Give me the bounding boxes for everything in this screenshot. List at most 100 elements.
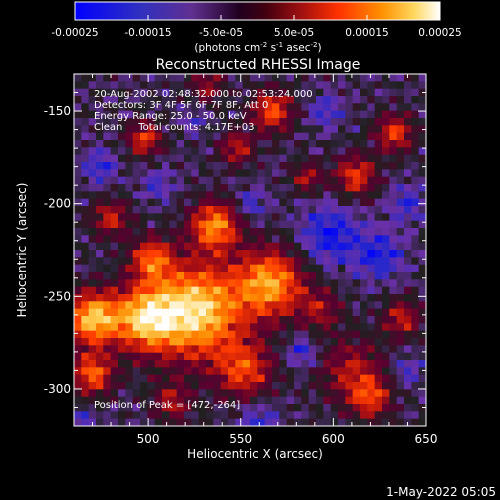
heatmap-cell — [118, 81, 126, 90]
heatmap-cell — [264, 81, 273, 90]
heatmap-cell — [169, 308, 178, 317]
heatmap-cell — [301, 418, 310, 426]
heatmap-cell — [367, 198, 376, 207]
heatmap-cell — [140, 264, 148, 273]
heatmap-cell — [169, 411, 178, 420]
heatmap-cell — [330, 184, 339, 192]
heatmap-cell — [272, 220, 280, 229]
heatmap-cell — [374, 103, 383, 112]
heatmap-cell — [176, 345, 185, 354]
heatmap-cell — [81, 110, 90, 119]
heatmap-cell — [294, 316, 302, 324]
heatmap-cell — [404, 294, 412, 302]
heatmap-cell — [411, 316, 420, 324]
heatmap-cell — [404, 279, 412, 288]
heatmap-cell — [323, 162, 332, 170]
heatmap-cell — [279, 418, 288, 426]
heatmap-cell — [162, 220, 170, 229]
heatmap-cell — [367, 286, 376, 295]
heatmap-cell — [132, 169, 141, 178]
heatmap-cell — [81, 382, 90, 390]
heatmap-cell — [404, 301, 412, 310]
heatmap-cell — [264, 257, 273, 266]
heatmap-cell — [308, 220, 317, 229]
heatmap-cell — [81, 264, 90, 273]
heatmap-cell — [264, 279, 273, 288]
heatmap-cell — [330, 411, 339, 420]
heatmap-cell — [338, 345, 346, 354]
heatmap-cell — [140, 257, 148, 266]
heatmap-cell — [162, 191, 170, 200]
heatmap-cell — [132, 396, 141, 405]
heatmap-cell — [374, 264, 383, 273]
heatmap-cell — [404, 389, 412, 398]
heatmap-cell — [264, 418, 273, 426]
heatmap-cell — [352, 250, 361, 258]
heatmap-cell — [110, 228, 119, 236]
heatmap-cell — [294, 206, 302, 214]
heatmap-cell — [389, 279, 398, 288]
heatmap-cell — [301, 345, 310, 354]
heatmap-cell — [411, 88, 420, 97]
heatmap-cell — [176, 250, 185, 258]
heatmap-cell — [96, 242, 104, 251]
heatmap-cell — [418, 103, 426, 112]
heatmap-cell — [213, 81, 222, 90]
heatmap-cell — [264, 294, 273, 302]
heatmap-cell — [411, 250, 420, 258]
heatmap-cell — [396, 257, 405, 266]
heatmap-cell — [235, 382, 244, 390]
heatmap-cell — [96, 235, 104, 244]
heatmap-cell — [96, 213, 104, 222]
heatmap-cell — [110, 118, 119, 126]
heatmap-cell — [228, 382, 236, 390]
heatmap-cell — [242, 316, 251, 324]
heatmap-cell — [367, 154, 376, 163]
heatmap-cell — [220, 352, 229, 361]
heatmap-cell — [374, 389, 383, 398]
heatmap-cell — [316, 103, 324, 112]
heatmap-cell — [184, 213, 192, 222]
heatmap-cell — [191, 132, 200, 141]
heatmap-cell — [213, 286, 222, 295]
heatmap-cell — [360, 169, 368, 178]
heatmap-cell — [389, 154, 398, 163]
heatmap-cell — [228, 198, 236, 207]
heatmap-cell — [147, 272, 156, 280]
heatmap-cell — [118, 184, 126, 192]
heatmap-cell — [213, 103, 222, 112]
heatmap-cell — [418, 418, 426, 426]
heatmap-cell — [374, 125, 383, 134]
heatmap-cell — [272, 272, 280, 280]
heatmap-cell — [235, 352, 244, 361]
heatmap-cell — [140, 360, 148, 368]
heatmap-cell — [110, 389, 119, 398]
heatmap-cell — [235, 264, 244, 273]
heatmap-cell — [162, 169, 170, 178]
heatmap-cell — [96, 330, 104, 339]
heatmap-cell — [228, 125, 236, 134]
heatmap-cell — [308, 345, 317, 354]
heatmap-cell — [103, 389, 112, 398]
heatmap-cell — [389, 88, 398, 97]
heatmap-cell — [88, 374, 97, 383]
heatmap-cell — [213, 140, 222, 148]
heatmap-cell — [345, 250, 354, 258]
heatmap-cell — [272, 301, 280, 310]
heatmap-cell — [250, 264, 258, 273]
heatmap-cell — [308, 352, 317, 361]
heatmap-cell — [374, 382, 383, 390]
heatmap-cell — [228, 316, 236, 324]
heatmap-cell — [316, 382, 324, 390]
heatmap-cell — [169, 242, 178, 251]
heatmap-cell — [418, 286, 426, 295]
heatmap-cell — [169, 169, 178, 178]
heatmap-cell — [352, 301, 361, 310]
heatmap-cell — [316, 345, 324, 354]
heatmap-cell — [198, 118, 207, 126]
heatmap-cell — [198, 418, 207, 426]
heatmap-cell — [316, 338, 324, 346]
heatmap-cell — [162, 411, 170, 420]
heatmap-cell — [242, 235, 251, 244]
heatmap-cell — [118, 206, 126, 214]
